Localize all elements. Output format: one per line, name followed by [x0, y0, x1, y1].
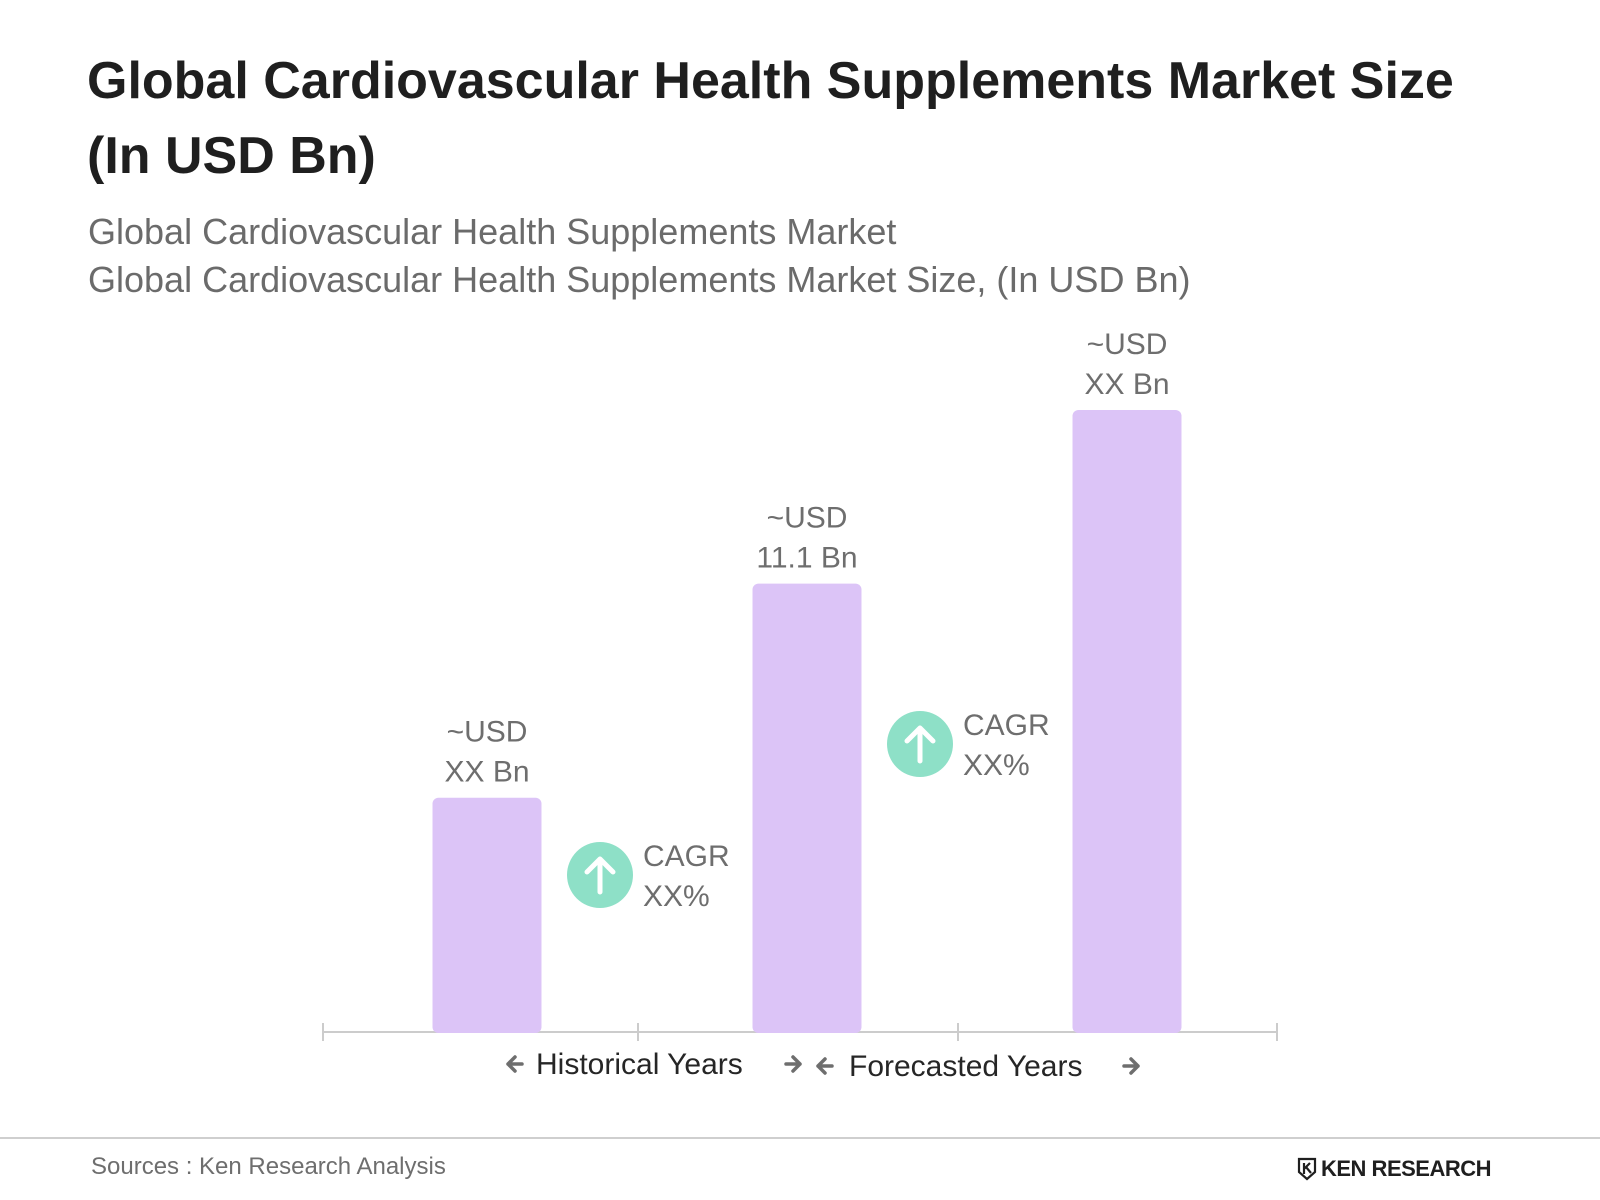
period-label: Historical Years — [536, 1048, 743, 1081]
arrow-left-icon — [506, 1055, 524, 1073]
cagr-value: XX% — [643, 880, 710, 913]
chart-subtitle-2: Global Cardiovascular Health Supplements… — [88, 259, 1191, 300]
arrow-up-icon — [904, 725, 936, 764]
bar-value-label: XX Bn — [444, 756, 529, 789]
ken-research-logo-icon — [1297, 1157, 1317, 1181]
bar-value-label: XX Bn — [1084, 368, 1169, 401]
cagr-label: CAGR — [963, 709, 1050, 742]
arrow-left-icon — [816, 1057, 834, 1075]
cagr-label: CAGR — [643, 840, 730, 873]
bar-chart: ~USD XX Bn ~USD 11.1 Bn ~USD XX Bn CAGR XX% CAGR… — [322, 328, 1278, 1083]
arrow-right-icon — [1122, 1057, 1140, 1075]
bar-value-label: ~USD — [767, 502, 848, 535]
brand-logo: KEN RESEARCH — [1297, 1156, 1492, 1182]
period-label: Forecasted Years — [849, 1050, 1082, 1083]
chart-title: Global Cardiovascular Health Supplements… — [87, 52, 1454, 185]
cagr-value: XX% — [963, 749, 1030, 782]
arrow-right-icon — [784, 1055, 802, 1073]
source-note: Sources : Ken Research Analysis — [91, 1153, 446, 1180]
bar-value-label: 11.1 Bn — [756, 542, 857, 575]
bar-value-label: ~USD — [1087, 328, 1168, 361]
arrow-up-icon — [584, 856, 616, 895]
chart-subtitle-1: Global Cardiovascular Health Supplements… — [88, 211, 897, 252]
brand-name: KEN RESEARCH — [1321, 1156, 1492, 1181]
footer-divider — [0, 1137, 1600, 1139]
bar — [752, 583, 862, 1033]
bar — [432, 797, 542, 1033]
bar — [1072, 410, 1182, 1033]
bar-value-label: ~USD — [447, 716, 528, 749]
